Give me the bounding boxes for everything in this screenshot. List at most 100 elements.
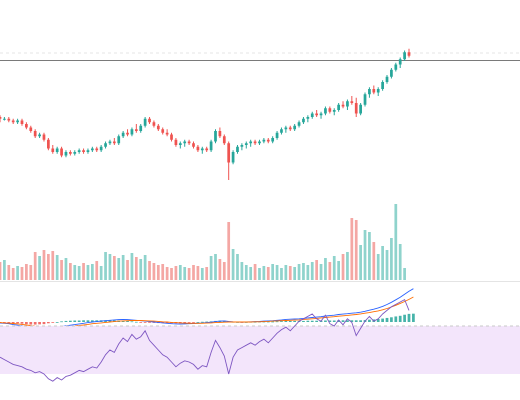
volume-bar xyxy=(108,254,112,280)
volume-bar xyxy=(73,265,77,280)
candle-body xyxy=(174,139,178,145)
macd-histogram-bar xyxy=(407,313,411,322)
candle-body xyxy=(328,108,332,112)
candle-body xyxy=(200,148,204,151)
candle-body xyxy=(284,127,288,130)
volume-bar xyxy=(99,266,103,280)
volume-bar xyxy=(354,220,358,280)
macd-histogram-bar xyxy=(354,320,358,322)
candle-body xyxy=(332,110,336,112)
candle-body xyxy=(143,118,147,126)
candle-body xyxy=(121,132,125,137)
volume-bar xyxy=(200,268,204,280)
macd-histogram-bar xyxy=(165,322,169,324)
volume-bar xyxy=(244,265,248,280)
macd-histogram-bar xyxy=(77,320,81,322)
macd-histogram-bar xyxy=(205,321,209,323)
volume-bar xyxy=(218,259,222,280)
volume-bar xyxy=(117,258,121,280)
candle-body xyxy=(363,94,367,105)
candle-body xyxy=(244,143,248,145)
candle-body xyxy=(51,148,55,152)
macd-histogram-bar xyxy=(368,319,371,322)
candle-body xyxy=(258,141,261,144)
candle-body xyxy=(148,118,151,123)
candle-body xyxy=(99,146,103,151)
macd-histogram-bar xyxy=(302,320,305,322)
volume-bar xyxy=(130,253,134,280)
candle-body xyxy=(319,113,323,116)
candle-body xyxy=(69,152,72,154)
volume-bar xyxy=(209,256,213,280)
rsi-band xyxy=(0,326,520,374)
volume-bar xyxy=(205,267,209,280)
macd-histogram-bar xyxy=(200,321,204,323)
candle-body xyxy=(16,120,19,123)
volume-bar xyxy=(55,255,59,280)
candle-body xyxy=(47,139,50,149)
volume-bar xyxy=(341,254,345,280)
volume-bar xyxy=(332,256,336,280)
volume-bar xyxy=(266,267,270,280)
candlestick-series[interactable] xyxy=(0,48,411,180)
candle-body xyxy=(165,132,169,135)
volume-bar xyxy=(293,267,297,280)
macd-histogram-bar xyxy=(337,320,340,322)
candle-body xyxy=(108,141,112,144)
volume-bar xyxy=(174,266,178,280)
volume-bar xyxy=(7,265,11,280)
volume-bar xyxy=(86,265,90,280)
volume-bar xyxy=(51,251,55,280)
volume-bar xyxy=(77,266,81,280)
macd-histogram-bar xyxy=(196,322,200,323)
volume-bar xyxy=(381,246,384,280)
candle-body xyxy=(306,117,310,119)
volume-bar xyxy=(249,267,253,280)
candle-body xyxy=(231,152,235,163)
candle-body xyxy=(152,122,156,126)
volume-bar xyxy=(337,261,340,280)
candle-body xyxy=(394,64,398,70)
volume-bar xyxy=(161,264,165,280)
macd-histogram-bar xyxy=(271,321,275,323)
macd-histogram-bar xyxy=(390,317,393,322)
candle-body xyxy=(60,148,63,156)
candle-body xyxy=(183,141,187,144)
volume-bar xyxy=(104,252,107,280)
macd-histogram-bar xyxy=(29,322,33,325)
volume-bar xyxy=(3,260,6,280)
candle-body xyxy=(0,117,2,119)
candle-body xyxy=(170,134,173,140)
volume-bar xyxy=(0,262,2,280)
volume-bar xyxy=(196,266,200,280)
volume-series[interactable] xyxy=(0,204,406,280)
candle-body xyxy=(3,118,6,120)
volume-bar xyxy=(222,262,226,280)
rsi-panel[interactable] xyxy=(0,298,520,382)
macd-histogram-bar xyxy=(341,320,345,322)
volume-bar xyxy=(148,261,151,280)
volume-bar xyxy=(240,262,244,280)
candle-body xyxy=(196,146,200,151)
candle-body xyxy=(82,150,85,152)
volume-bar xyxy=(95,261,99,280)
candle-body xyxy=(376,89,380,93)
volume-bar xyxy=(82,263,85,280)
candle-body xyxy=(77,150,81,152)
candle-body xyxy=(266,139,270,142)
candle-body xyxy=(222,136,226,144)
volume-bar xyxy=(156,265,160,280)
candle-body xyxy=(372,89,376,93)
candle-body xyxy=(354,103,358,114)
candle-body xyxy=(341,104,345,107)
macd-histogram-bar xyxy=(25,322,28,325)
candle-body xyxy=(90,148,94,151)
macd-histogram-bar xyxy=(275,321,279,323)
volume-bar xyxy=(126,260,129,280)
candle-body xyxy=(253,141,257,144)
candle-body xyxy=(33,131,37,137)
volume-bar xyxy=(310,262,314,280)
candle-body xyxy=(29,127,33,131)
candle-body xyxy=(302,118,305,123)
candle-body xyxy=(236,146,239,152)
